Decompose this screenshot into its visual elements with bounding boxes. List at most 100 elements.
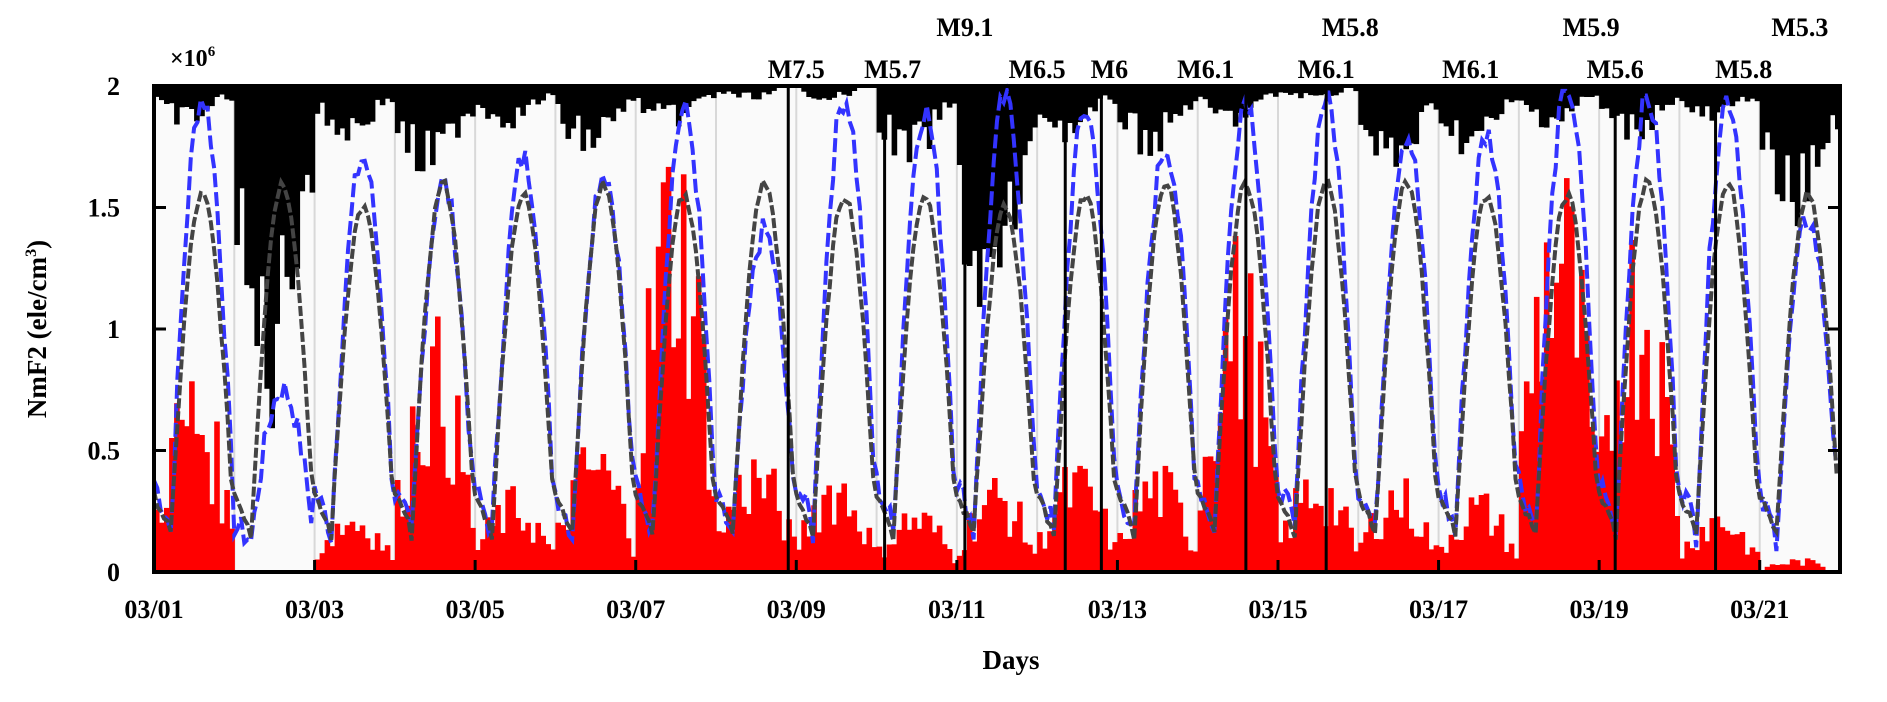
lower-fill-bar-13-1 bbox=[1202, 456, 1209, 572]
lower-fill-bar-2-10 bbox=[364, 538, 371, 572]
upper-fill-bar-13-8 bbox=[1237, 86, 1244, 113]
lower-fill-bar-17-1 bbox=[1523, 381, 1530, 572]
upper-fill-bar-6-4 bbox=[655, 86, 662, 104]
upper-fill-bar-13-12 bbox=[1257, 86, 1264, 100]
lower-fill-bar-16-5 bbox=[1463, 526, 1470, 572]
lower-fill-bar-12-14 bbox=[1187, 550, 1194, 572]
upper-fill-bar-10-4 bbox=[976, 86, 983, 307]
upper-fill-bar-13-2 bbox=[1207, 86, 1214, 108]
lower-fill-bar-14-2 bbox=[1288, 538, 1294, 572]
lower-fill-bar-9-15 bbox=[951, 563, 958, 572]
lower-fill-bar-2-11 bbox=[369, 549, 376, 572]
upper-fill-bar-0-2 bbox=[164, 86, 170, 104]
x-tick-label-9: 03/19 bbox=[1570, 595, 1629, 624]
upper-fill-bar-4-0 bbox=[475, 86, 481, 105]
upper-fill-bar-0-0 bbox=[154, 86, 160, 97]
upper-fill-bar-3-8 bbox=[435, 86, 441, 133]
upper-fill-bar-11-9 bbox=[1082, 86, 1088, 117]
lower-fill-bar-2-5 bbox=[339, 534, 346, 572]
upper-fill-bar-0-12 bbox=[214, 86, 220, 97]
lower-fill-bar-8-7 bbox=[831, 524, 837, 572]
upper-fill-bar-2-7 bbox=[349, 86, 356, 119]
upper-fill-bar-9-11 bbox=[931, 86, 938, 110]
lower-fill-bar-15-6 bbox=[1388, 490, 1394, 572]
lower-fill-bar-4-5 bbox=[500, 533, 506, 572]
lower-fill-bar-15-12 bbox=[1418, 536, 1425, 572]
upper-fill-bar-6-9 bbox=[680, 86, 687, 113]
upper-fill-bar-7-11 bbox=[771, 86, 777, 91]
upper-black-fill bbox=[154, 86, 1841, 429]
upper-fill-bar-10-0 bbox=[956, 86, 963, 165]
upper-fill-bar-10-15 bbox=[1032, 86, 1038, 128]
upper-fill-bar-9-4 bbox=[896, 86, 903, 130]
lower-fill-bar-19-2 bbox=[1689, 548, 1696, 572]
lower-fill-bar-4-4 bbox=[495, 505, 501, 572]
upper-fill-bar-9-2 bbox=[886, 86, 893, 115]
lower-fill-bar-5-7 bbox=[590, 470, 597, 572]
upper-fill-bar-10-6 bbox=[987, 86, 993, 257]
lower-fill-bar-5-0 bbox=[555, 522, 561, 572]
lower-fill-bar-11-4 bbox=[1057, 492, 1063, 572]
upper-fill-bar-18-10 bbox=[1649, 86, 1655, 130]
y-tick-labels: 0 0.5 1 1.5 2 bbox=[88, 72, 121, 587]
lower-fill-bar-14-6 bbox=[1308, 508, 1314, 572]
upper-fill-bar-11-11 bbox=[1092, 86, 1098, 112]
upper-fill-bar-2-0 bbox=[314, 86, 321, 114]
lower-fill-bar-7-9 bbox=[761, 498, 767, 572]
lower-fill-bar-10-11 bbox=[1012, 521, 1018, 572]
lower-fill-bar-17-14 bbox=[1589, 426, 1595, 572]
lower-fill-bar-14-5 bbox=[1303, 479, 1309, 572]
lower-fill-bar-2-13 bbox=[379, 550, 386, 572]
upper-fill-bar-19-14 bbox=[1749, 86, 1756, 99]
lower-fill-bar-4-7 bbox=[510, 486, 516, 572]
upper-fill-bar-12-14 bbox=[1187, 86, 1194, 110]
lower-fill-bar-9-4 bbox=[896, 529, 903, 572]
upper-fill-bar-5-14 bbox=[625, 86, 632, 100]
upper-fill-bar-19-4 bbox=[1699, 86, 1706, 117]
upper-fill-bar-12-13 bbox=[1182, 86, 1189, 106]
lower-fill-bar-0-2 bbox=[164, 507, 170, 572]
upper-fill-bar-15-14 bbox=[1428, 86, 1435, 104]
upper-fill-bar-4-15 bbox=[550, 86, 556, 96]
upper-fill-bar-13-15 bbox=[1273, 86, 1279, 97]
lower-fill-bar-11-10 bbox=[1087, 486, 1093, 572]
upper-fill-bar-8-11 bbox=[851, 86, 858, 91]
upper-fill-bar-2-9 bbox=[359, 86, 366, 126]
lower-fill-bar-5-1 bbox=[560, 525, 566, 572]
upper-fill-bar-4-2 bbox=[485, 86, 491, 119]
upper-fill-bar-3-6 bbox=[425, 86, 431, 131]
lower-fill-bar-4-11 bbox=[530, 542, 536, 572]
lower-fill-bar-5-5 bbox=[580, 447, 587, 572]
upper-fill-bar-8-7 bbox=[831, 86, 837, 98]
upper-fill-bar-3-2 bbox=[404, 86, 411, 153]
x-tick-label-5: 03/11 bbox=[928, 595, 986, 624]
lower-fill-bar-17-3 bbox=[1533, 296, 1540, 572]
upper-fill-bar-8-5 bbox=[821, 86, 827, 99]
upper-fill-bar-16-14 bbox=[1508, 86, 1515, 103]
lower-fill-bar-3-13 bbox=[460, 472, 466, 572]
upper-fill-bar-17-1 bbox=[1523, 86, 1530, 105]
lower-fill-bar-8-8 bbox=[836, 492, 842, 572]
lower-fill-bar-16-15 bbox=[1513, 558, 1520, 572]
upper-fill-bar-20-12 bbox=[1819, 86, 1826, 150]
lower-fill-bar-18-9 bbox=[1644, 329, 1650, 572]
upper-fill-bar-18-13 bbox=[1664, 86, 1670, 105]
lower-fill-bar-3-15 bbox=[470, 527, 476, 572]
upper-fill-bar-17-12 bbox=[1579, 86, 1585, 97]
lower-fill-bar-18-13 bbox=[1664, 397, 1670, 572]
y-tick-label-3: 1.5 bbox=[88, 194, 121, 223]
upper-fill-bar-10-3 bbox=[971, 86, 978, 251]
upper-fill-bar-9-15 bbox=[951, 86, 958, 104]
lower-fill-bar-5-13 bbox=[620, 503, 627, 572]
lower-fill-bar-18-14 bbox=[1669, 444, 1675, 572]
upper-fill-bar-1-2 bbox=[244, 86, 250, 286]
lower-fill-bar-8-12 bbox=[856, 531, 863, 572]
upper-fill-bar-6-13 bbox=[700, 86, 707, 97]
lower-fill-bar-11-2 bbox=[1047, 531, 1053, 572]
lower-fill-bar-17-7 bbox=[1554, 282, 1560, 572]
lower-fill-bar-11-11 bbox=[1092, 510, 1098, 572]
upper-fill-bar-19-11 bbox=[1734, 86, 1741, 102]
earthquake-label-1: M5.7 bbox=[864, 55, 921, 84]
upper-fill-bar-18-5 bbox=[1624, 86, 1630, 140]
upper-fill-bar-5-8 bbox=[595, 86, 602, 138]
